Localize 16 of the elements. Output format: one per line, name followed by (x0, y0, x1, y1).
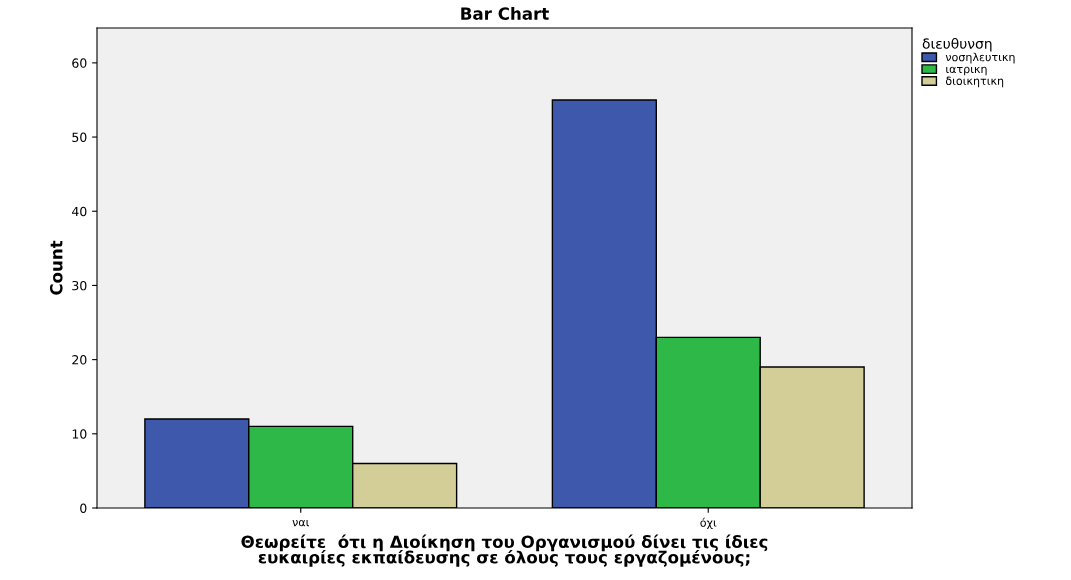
y-tick-label: 10 (72, 429, 87, 439)
y-tick-label: 20 (72, 355, 87, 365)
y-tick-label: 50 (72, 132, 87, 142)
legend-title: διευθυνση (922, 38, 992, 52)
y-tick-label: 40 (71, 206, 87, 217)
y-axis-title: Count (49, 240, 63, 295)
x-tick-label: ναι (292, 519, 310, 527)
chart-title: Bar Chart (461, 7, 549, 20)
legend-label: διοικητικη (945, 76, 1004, 88)
legend-label: νοσηλευτικη (945, 52, 1015, 64)
x-axis-title: Θεωρείτε ότι η Διοίκηση του Οργανισμού δίνει τις ίδιες ευκαιρίες εκπαίδευσης σε όλους τους εργαζομένους; (241, 534, 768, 567)
y-tick-label: 60 (72, 58, 87, 68)
legend-label: ιατρικη (946, 66, 987, 76)
x-tick-label: όχι (700, 517, 717, 529)
y-tick-label: 0 (80, 503, 87, 513)
y-tick-label: 30 (72, 280, 87, 291)
